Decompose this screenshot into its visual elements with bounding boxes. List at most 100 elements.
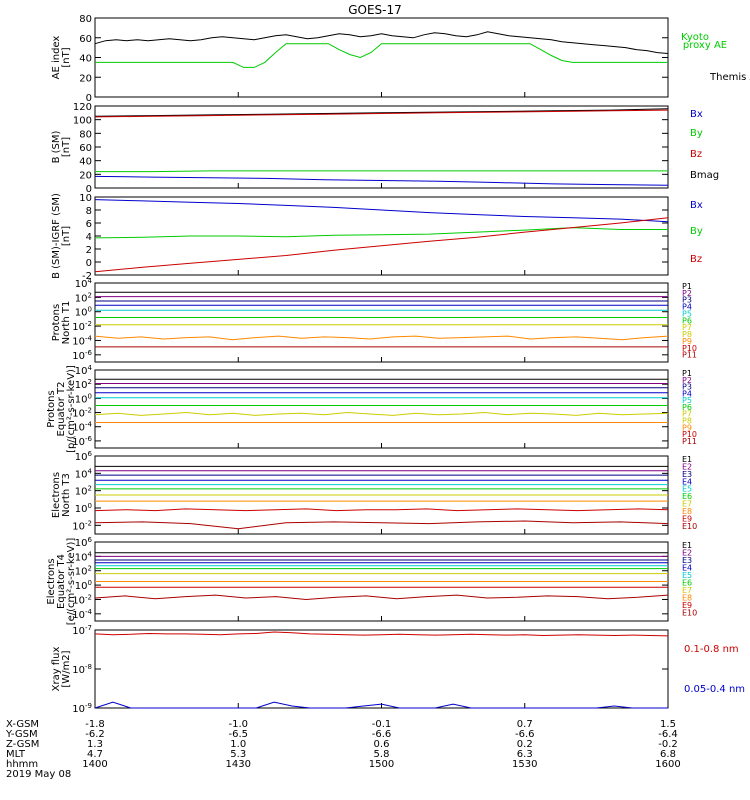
legend-label-ae: Themis AE: [709, 72, 750, 83]
y-axis-label: B (SM): [51, 130, 62, 163]
y-tick-base: 10: [75, 504, 88, 515]
series-line-bsm-1: [94, 109, 669, 118]
x-row-label: Z-GSM: [6, 739, 39, 750]
y-tick-label: 10-6: [72, 435, 92, 448]
y-tick-label: 60: [79, 143, 92, 154]
y-tick-base: 10: [75, 487, 88, 498]
y-axis-label: AE index: [51, 36, 62, 80]
legend-label-bsm: Bmag: [690, 170, 719, 181]
x-row-value: 6.8: [660, 749, 676, 760]
y-tick-base: 10: [72, 437, 85, 448]
y-tick-label: 10-4: [72, 421, 92, 434]
y-tick-base: 10: [75, 380, 88, 391]
y-tick-label: 104: [75, 277, 93, 290]
y-tick-label: 40: [79, 54, 92, 65]
legend-label-p1: P6: [682, 316, 692, 325]
y-tick-base: 10: [75, 567, 88, 578]
y-tick-label: 10-2: [72, 593, 92, 606]
y-axis-label: [nT]: [61, 226, 72, 246]
y-tick-label: 8: [86, 206, 92, 217]
y-tick-base: 10: [72, 521, 85, 532]
y-tick-base: 10: [75, 394, 88, 405]
panel-bsm: 0 20 40 60 80 100 120 B (SM) [nT] Bx By Bz Bmag: [51, 102, 719, 195]
x-row-value: 1.0: [230, 739, 246, 750]
date-label: 2019 May 08: [6, 769, 71, 780]
y-axis-label: Protons: [46, 390, 57, 427]
legend-label-e3: E7: [682, 500, 692, 509]
legend-label-p1: P1: [682, 282, 692, 291]
y-axis-label: Protons: [51, 304, 62, 341]
x-row-value: -0.1: [372, 719, 392, 730]
y-tick-label: 4: [86, 232, 92, 243]
y-tick-exponent: 2: [88, 485, 92, 493]
legend-label-e3: E6: [682, 492, 692, 501]
y-tick-base: 10: [72, 351, 85, 362]
y-tick-label: 104: [75, 364, 93, 377]
x-row-value: 1530: [512, 759, 537, 770]
y-tick-base: 10: [75, 452, 88, 463]
y-tick-exponent: 6: [88, 536, 93, 544]
y-tick-label: 0: [86, 184, 92, 195]
legend-label-p2: P5: [682, 396, 692, 405]
y-axis-label: B (SM)-IGRF (SM): [51, 193, 62, 279]
x-row-value: -1.8: [85, 719, 105, 730]
x-row-label: MLT: [6, 749, 26, 760]
y-tick-label: 6: [86, 219, 92, 230]
series-line-e4-9: [94, 594, 669, 601]
x-row-value: 1.5: [660, 719, 676, 730]
figure-title: GOES-17: [348, 3, 402, 17]
y-tick-label: 10-2: [72, 407, 92, 420]
y-tick-label: 10-8: [72, 663, 92, 676]
legend-label-p2: P10: [682, 430, 697, 439]
x-row-value: -0.2: [658, 739, 678, 750]
series-line-p2-6: [94, 411, 669, 416]
legend-label-bigrf: Bx: [690, 200, 703, 211]
y-axis-label: North T3: [61, 473, 72, 517]
x-row-value: 1400: [82, 759, 107, 770]
legend-label-xray: 0.1-0.8 nm: [684, 644, 739, 655]
x-axis-table: X-GSM -1.8 -1.0 -0.1 0.7 1.5 Y-GSM -6.2 -6.5 -6.6…: [5, 719, 681, 780]
y-axis-label: Electrons: [46, 558, 57, 604]
y-tick-base: 10: [72, 665, 85, 676]
series-line-bsm-3: [94, 175, 669, 186]
x-row-value: 5.8: [374, 749, 390, 760]
legend-label-e4: E5: [682, 571, 692, 580]
y-axis-label: [W/m2]: [61, 650, 72, 687]
y-axis-label: [nT]: [61, 47, 72, 67]
x-row-value: -6.2: [85, 729, 105, 740]
legend-label-e3: E3: [682, 470, 692, 479]
y-tick-base: 10: [72, 610, 85, 621]
panel-frame: [94, 369, 669, 449]
series-line-bsm-0: [94, 108, 669, 117]
legend-label-e4: E10: [682, 609, 697, 618]
y-tick-label: 102: [75, 485, 92, 498]
legend-label-bsm: By: [690, 128, 703, 139]
legend-label-p1: P9: [682, 337, 692, 346]
legend-label-e4: E7: [682, 586, 692, 595]
y-tick-label: 10: [79, 193, 92, 204]
series-line-bigrf-2: [94, 217, 669, 273]
y-tick-label: 120: [73, 102, 92, 113]
y-tick-exponent: -9: [85, 702, 92, 710]
legend-label-e3: E10: [682, 522, 697, 531]
legend-label-e4: E4: [682, 564, 692, 573]
legend-label-p2: P7: [682, 410, 692, 419]
x-row-value: 4.7: [87, 749, 103, 760]
y-tick-exponent: -4: [85, 334, 93, 342]
y-tick-label: 100: [73, 116, 92, 127]
y-tick-label: 100: [75, 579, 92, 592]
y-tick-label: 10-9: [72, 702, 92, 715]
legend-label-p1: P2: [682, 289, 692, 298]
x-row-value: -6.5: [228, 729, 248, 740]
y-tick-base: 10: [72, 626, 85, 637]
legend-label-p1: P8: [682, 330, 692, 339]
y-tick-base: 10: [75, 581, 88, 592]
y-tick-exponent: -4: [85, 421, 93, 429]
y-tick-exponent: 0: [88, 502, 92, 510]
legend-label-p1: P10: [682, 344, 697, 353]
y-tick-base: 10: [75, 279, 88, 290]
legend-label-e4: E3: [682, 556, 692, 565]
y-tick-base: 10: [75, 469, 88, 480]
